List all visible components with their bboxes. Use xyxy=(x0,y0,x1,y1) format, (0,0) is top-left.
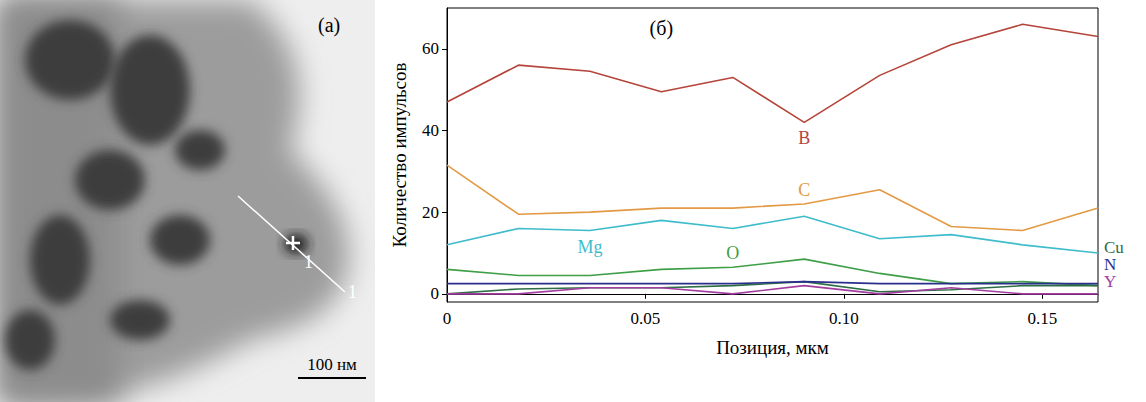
svg-text:0.15: 0.15 xyxy=(1028,309,1058,328)
svg-text:Mg: Mg xyxy=(577,237,602,257)
svg-text:60: 60 xyxy=(422,39,439,58)
svg-text:20: 20 xyxy=(422,203,439,222)
svg-text:(б): (б) xyxy=(650,17,674,40)
svg-text:Количество импульсов: Количество импульсов xyxy=(389,62,410,247)
svg-text:100 нм: 100 нм xyxy=(307,355,357,374)
svg-text:Позиция, мкм: Позиция, мкм xyxy=(716,337,829,358)
svg-text:O: O xyxy=(726,243,739,263)
svg-text:(а): (а) xyxy=(318,14,340,37)
svg-text:0.05: 0.05 xyxy=(631,309,661,328)
svg-text:Cu: Cu xyxy=(1104,238,1124,258)
svg-text:40: 40 xyxy=(422,121,439,140)
svg-text:0.10: 0.10 xyxy=(829,309,859,328)
svg-text:C: C xyxy=(798,180,810,200)
svg-text:B: B xyxy=(798,128,810,148)
svg-text:0: 0 xyxy=(431,284,440,303)
svg-text:1: 1 xyxy=(304,252,313,272)
svg-text:N: N xyxy=(1104,255,1117,275)
svg-text:0: 0 xyxy=(443,309,452,328)
svg-text:Y: Y xyxy=(1104,272,1116,291)
svg-text:1: 1 xyxy=(348,282,357,302)
